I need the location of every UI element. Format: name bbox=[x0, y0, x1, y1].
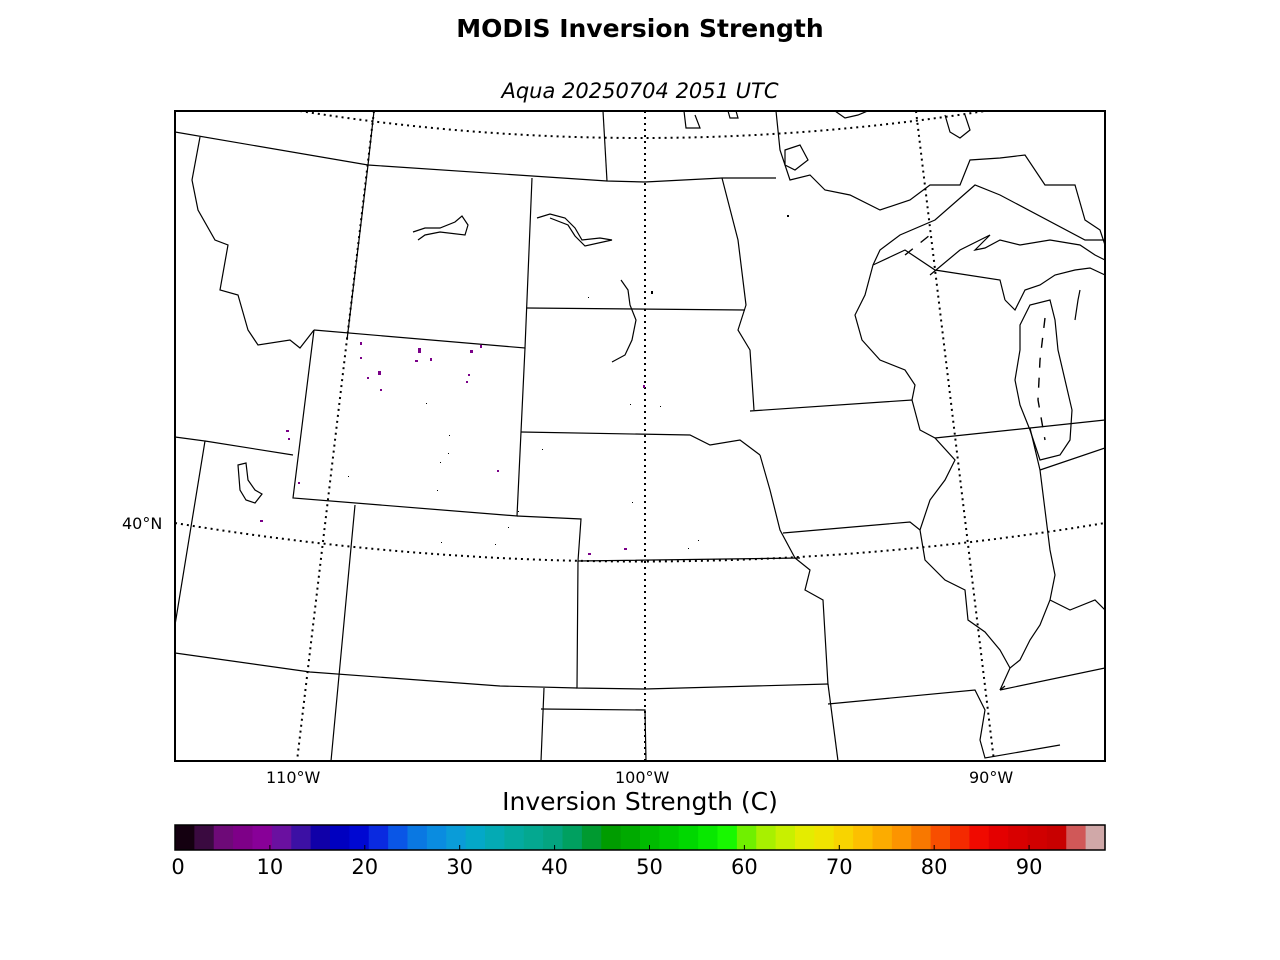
colorbar-swatch bbox=[620, 825, 641, 850]
colorbar-swatch bbox=[407, 825, 428, 850]
colorbar-swatch bbox=[640, 825, 660, 850]
inversion-data-points bbox=[260, 342, 645, 555]
colorbar-swatch bbox=[872, 825, 893, 850]
colorbar-swatch bbox=[969, 825, 990, 850]
lon-label-90w: 90°W bbox=[969, 768, 1014, 787]
meridian-90w bbox=[915, 111, 995, 761]
colorbar-swatch bbox=[775, 825, 796, 850]
colorbar-swatch bbox=[814, 825, 835, 850]
map-subtitle: Aqua 20250704 2051 UTC bbox=[501, 79, 779, 103]
lon-label-110w: 110°W bbox=[266, 768, 321, 787]
inversion-data-points-dark bbox=[348, 215, 789, 549]
colorbar-swatch bbox=[233, 825, 254, 850]
colorbar-swatch bbox=[891, 825, 912, 850]
colorbar-swatch bbox=[465, 825, 486, 850]
colorbar-swatch bbox=[504, 825, 525, 850]
colorbar-swatch bbox=[698, 825, 719, 850]
colorbar-frame bbox=[174, 824, 1106, 851]
colorbar-swatch bbox=[581, 825, 602, 850]
colorbar-swatch bbox=[310, 825, 331, 850]
colorbar-swatch bbox=[833, 825, 854, 850]
lat-label-40n: 40°N bbox=[122, 514, 163, 533]
colorbar-swatch bbox=[291, 825, 312, 850]
colorbar bbox=[174, 825, 1106, 850]
colorbar-swatch bbox=[349, 825, 370, 850]
colorbar-tick-label: 90 bbox=[1015, 855, 1043, 879]
colorbar-swatch bbox=[271, 825, 292, 850]
colorbar-swatch bbox=[252, 825, 273, 850]
colorbar-swatch bbox=[368, 825, 389, 850]
map-title: MODIS Inversion Strength bbox=[456, 14, 824, 43]
colorbar-swatch bbox=[1027, 825, 1048, 850]
colorbar-tick-label: 0 bbox=[171, 855, 185, 879]
colorbar-swatch bbox=[562, 825, 583, 850]
colorbar-tick-label: 20 bbox=[351, 855, 379, 879]
colorbar-swatch bbox=[756, 825, 777, 850]
colorbar-swatch bbox=[988, 825, 1009, 850]
colorbar-swatch bbox=[601, 825, 622, 850]
colorbar-swatch bbox=[911, 825, 932, 850]
lon-label-100w: 100°W bbox=[615, 768, 670, 787]
colorbar-swatch bbox=[1008, 825, 1029, 850]
colorbar-swatch bbox=[950, 825, 970, 850]
colorbar-swatch bbox=[543, 825, 564, 850]
colorbar-swatch bbox=[175, 825, 195, 850]
colorbar-swatch bbox=[485, 825, 505, 850]
colorbar-swatch bbox=[678, 825, 699, 850]
colorbar-swatch bbox=[930, 825, 951, 850]
colorbar-swatch bbox=[426, 825, 447, 850]
lake-michigan-outline bbox=[904, 234, 1046, 441]
parallel-north bbox=[299, 111, 986, 139]
colorbar-swatch bbox=[659, 825, 680, 850]
colorbar-swatch bbox=[446, 825, 467, 850]
colorbar-tick-label: 70 bbox=[825, 855, 853, 879]
colorbar-swatch bbox=[330, 825, 350, 850]
colorbar-tick-label: 60 bbox=[731, 855, 758, 879]
colorbar-swatch bbox=[1066, 825, 1087, 850]
colorbar-swatch bbox=[1085, 825, 1106, 850]
map-area bbox=[175, 111, 1105, 761]
colorbar-swatch bbox=[194, 825, 215, 850]
state-boundaries bbox=[175, 111, 1105, 761]
colorbar-swatch bbox=[853, 825, 874, 850]
colorbar-swatch bbox=[717, 825, 738, 850]
colorbar-tick-label: 30 bbox=[446, 855, 474, 879]
colorbar-swatch bbox=[736, 825, 757, 850]
colorbar-swatch bbox=[795, 825, 815, 850]
colorbar-tick-label: 10 bbox=[256, 855, 284, 879]
colorbar-label: Inversion Strength (C) bbox=[502, 787, 778, 816]
colorbar-swatch bbox=[388, 825, 409, 850]
colorbar-swatch bbox=[1046, 825, 1067, 850]
colorbar-swatch bbox=[213, 825, 234, 850]
colorbar-tick-label: 50 bbox=[636, 855, 663, 879]
map-frame bbox=[174, 110, 1106, 762]
colorbar-tick-label: 80 bbox=[920, 855, 948, 879]
colorbar-swatch bbox=[523, 825, 544, 850]
colorbar-tick-label: 40 bbox=[541, 855, 568, 879]
